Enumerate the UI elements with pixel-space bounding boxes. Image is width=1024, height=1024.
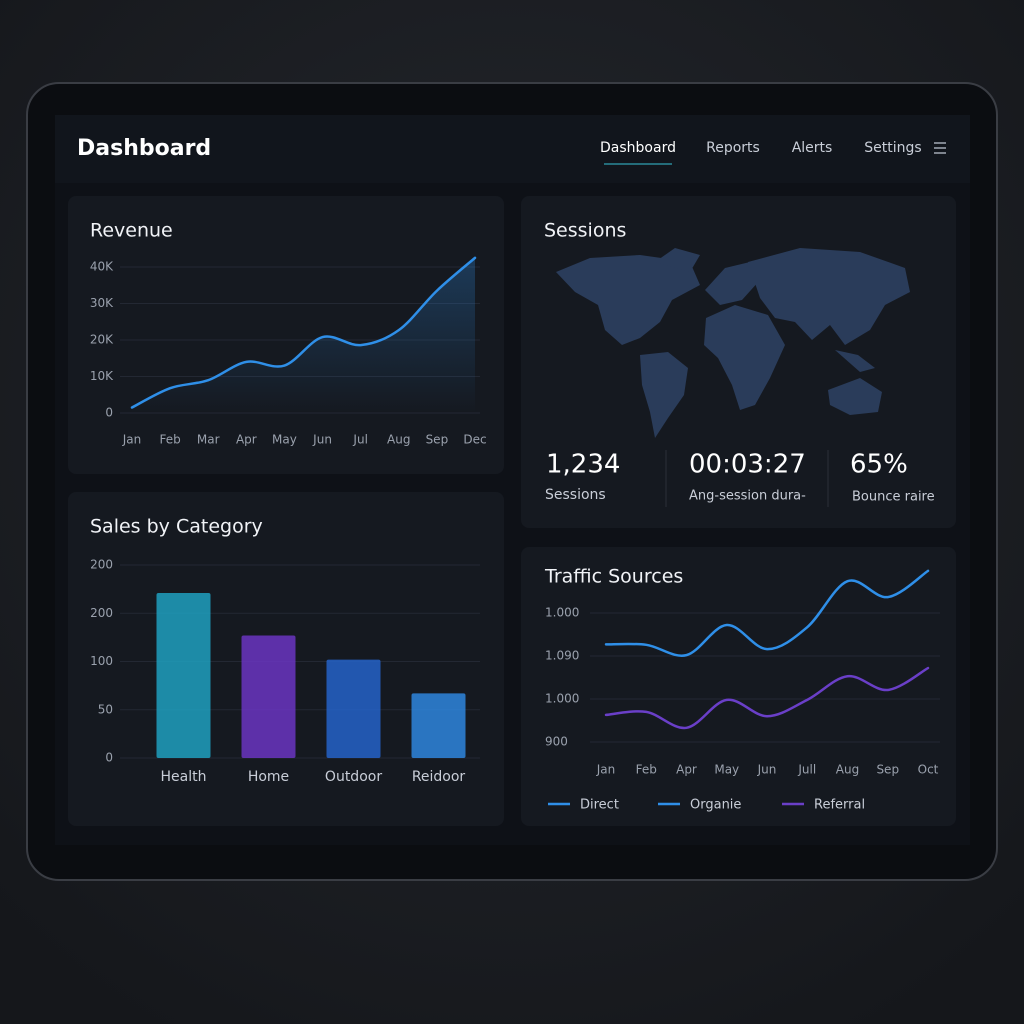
x-tick-label: Jan (122, 433, 142, 447)
nav-item[interactable]: Settings (864, 140, 921, 156)
stat-label: Sessions (545, 487, 606, 503)
menu-icon[interactable] (934, 142, 946, 154)
line (130, 256, 477, 409)
nav-item[interactable]: Alerts (792, 140, 833, 156)
card-title: Traffic Sources (544, 566, 683, 588)
stat-label: Ang-session dura- (689, 489, 806, 504)
bar (411, 693, 466, 758)
x-tick-label: Jun (312, 433, 332, 447)
bar (241, 635, 296, 758)
x-tick-label: Jan (596, 763, 616, 777)
nav-item[interactable]: Dashboard (600, 140, 676, 156)
x-tick-label: Feb (159, 433, 180, 447)
y-tick-label: 1.000 (545, 606, 579, 620)
top-bar (55, 115, 970, 183)
y-tick-label: 200 (90, 606, 113, 620)
x-tick-label: Mar (197, 433, 220, 447)
x-tick-label: Dec (463, 433, 486, 447)
y-tick-label: 10K (90, 369, 114, 383)
line (604, 666, 930, 730)
bar (326, 659, 381, 758)
y-tick-label: 0 (105, 751, 113, 765)
stat-value: 1,234 (546, 450, 620, 480)
y-tick-label: 40K (90, 260, 114, 274)
y-tick-label: 0 (105, 406, 113, 420)
bar (156, 592, 211, 758)
x-tick-label: Jun (757, 763, 777, 777)
world-map (556, 248, 910, 438)
x-tick-label: Health (161, 769, 207, 785)
x-tick-label: Jul (352, 433, 367, 447)
x-tick-label: Jull (797, 763, 816, 777)
line (604, 569, 930, 657)
x-tick-label: Sep (876, 763, 899, 777)
x-tick-label: Outdoor (325, 769, 382, 785)
legend-label: Referral (814, 798, 865, 813)
x-tick-label: Apr (236, 433, 257, 447)
y-tick-label: 20K (90, 333, 114, 347)
y-tick-label: 200 (90, 558, 113, 572)
y-tick-label: 100 (90, 654, 113, 668)
stat-label: Bounce raire (852, 490, 935, 505)
card-title: Sales by Category (90, 516, 263, 538)
y-tick-label: 30K (90, 296, 114, 310)
y-tick-label: 1.090 (545, 649, 579, 663)
legend-label: Direct (580, 798, 619, 813)
card-title: Revenue (90, 220, 173, 242)
x-tick-label: Aug (836, 763, 859, 777)
card (521, 547, 956, 826)
x-tick-label: May (272, 433, 297, 447)
x-tick-label: May (714, 763, 739, 777)
x-tick-label: Apr (676, 763, 697, 777)
stat-value: 65% (850, 450, 908, 480)
x-tick-label: Home (248, 769, 289, 785)
x-tick-label: Reidoor (412, 769, 466, 785)
y-tick-label: 50 (98, 702, 113, 716)
x-tick-label: Sep (426, 433, 449, 447)
nav-item[interactable]: Reports (706, 140, 760, 156)
x-tick-label: Aug (387, 433, 410, 447)
card-title: Sessions (544, 220, 626, 242)
line-area (132, 257, 475, 413)
x-tick-label: Feb (636, 763, 657, 777)
x-tick-label: Oct (918, 763, 939, 777)
app-title: Dashboard (77, 136, 211, 161)
stat-value: 00:03:27 (689, 450, 806, 480)
y-tick-label: 1.000 (545, 692, 579, 706)
legend-label: Organie (690, 798, 741, 813)
y-tick-label: 900 (545, 735, 568, 749)
